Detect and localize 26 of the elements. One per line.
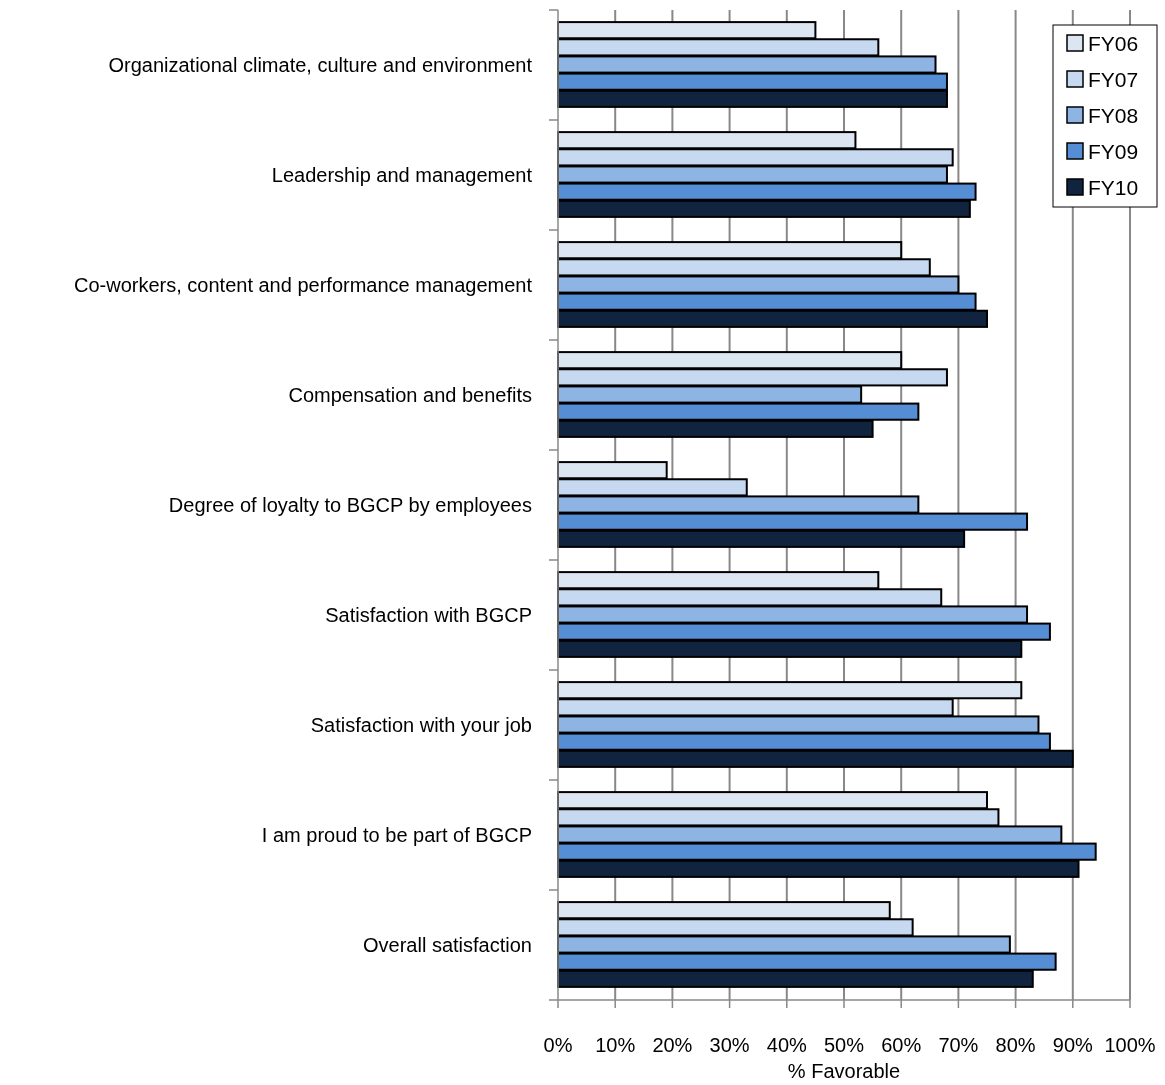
x-tick-label: 50% [823,1034,865,1056]
y-tick-label: I am proud to be part of BGCP [261,824,532,846]
legend-label: FY08 [1088,104,1139,127]
x-tick-label: 30% [709,1034,750,1056]
legend-label: FY06 [1088,32,1139,55]
x-tick-label: 0% [543,1034,573,1056]
y-tick-label: Overall satisfaction [363,934,532,956]
y-tick-label: Satisfaction with BGCP [325,604,532,626]
x-tick-label: 100% [1104,1034,1156,1056]
legend-label: FY10 [1088,176,1139,199]
y-tick-label: Degree of loyalty to BGCP by employees [168,494,532,516]
x-axis-title: % Favorable [787,1060,901,1082]
x-tick-label: 90% [1052,1034,1094,1056]
legend-label: FY09 [1088,140,1139,163]
x-tick-label: 60% [881,1034,922,1056]
y-tick-label: Organizational climate, culture and environment [108,54,533,76]
legend-label: FY07 [1088,68,1139,91]
y-tick-label: Leadership and management [271,164,533,186]
x-tick-label: 80% [995,1034,1036,1056]
x-tick-label: 70% [938,1034,979,1056]
x-tick-label: 40% [766,1034,808,1056]
y-tick-label: Co-workers, content and performance management [73,274,533,296]
y-tick-label: Satisfaction with your job [310,714,532,736]
x-tick-label: 20% [652,1034,693,1056]
x-tick-label: 10% [595,1034,636,1056]
y-tick-label: Compensation and benefits [288,384,532,406]
